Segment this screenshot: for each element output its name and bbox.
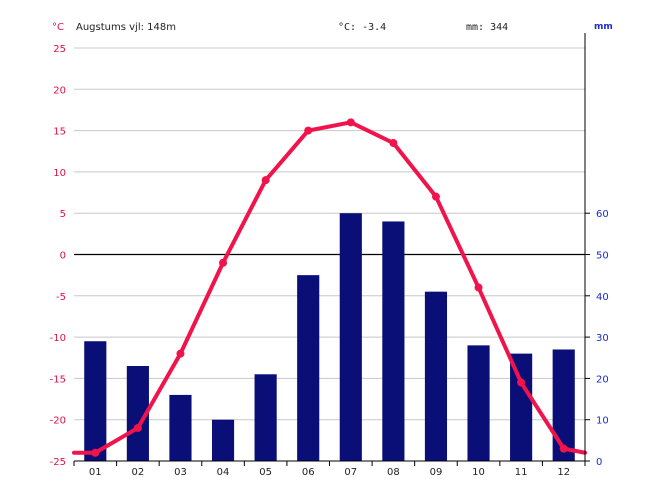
precipitation-bar <box>169 394 192 461</box>
month-label: 05 <box>259 467 272 478</box>
precipitation-tick-label: 60 <box>596 209 609 220</box>
temperature-tick-label: -15 <box>50 374 66 385</box>
temperature-point <box>559 444 568 453</box>
precipitation-bar <box>552 349 575 461</box>
month-label: 09 <box>430 467 443 478</box>
precipitation-bar <box>424 291 448 461</box>
month-label: 06 <box>302 467 315 478</box>
month-label: 01 <box>89 467 102 478</box>
altitude-label: Augstums vjl: 148m <box>76 22 176 33</box>
temperature-point <box>219 258 228 267</box>
month-label: 03 <box>174 467 187 478</box>
temperature-tick-label: -5 <box>56 292 66 303</box>
month-label: 08 <box>387 467 400 478</box>
temperature-tick-label: 25 <box>53 44 66 55</box>
temperature-point <box>517 378 526 387</box>
precipitation-unit-label: mm <box>594 22 613 32</box>
month-label: 04 <box>217 467 230 478</box>
temperature-tick-label: -20 <box>50 416 66 427</box>
temperature-unit-label: °C <box>52 22 64 33</box>
precipitation-tick-label: 10 <box>596 416 609 427</box>
precipitation-bar <box>211 419 235 461</box>
temperature-point <box>346 118 355 127</box>
temperature-tick-label: 5 <box>60 209 66 220</box>
precipitation-bar <box>510 353 533 461</box>
month-label: 11 <box>515 467 528 478</box>
temperature-point <box>176 349 185 358</box>
precipitation-tick-label: 20 <box>596 374 609 385</box>
precipitation-tick-label: 0 <box>596 457 602 468</box>
temperature-tick-label: 0 <box>60 251 66 262</box>
precipitation-bars <box>84 213 575 461</box>
temperature-tick-label: 20 <box>53 85 66 96</box>
precipitation-bar <box>382 221 405 461</box>
grid-lines <box>74 47 585 462</box>
precipitation-tick-label: 30 <box>596 333 609 344</box>
precipitation-bar <box>126 366 149 461</box>
precipitation-bar <box>254 374 277 461</box>
temperature-point <box>389 138 398 147</box>
temperature-point <box>133 423 142 432</box>
temperature-point <box>261 176 270 185</box>
month-label: 07 <box>344 467 357 478</box>
annual-precipitation-label: mm: 344 <box>466 22 509 33</box>
temperature-tick-label: -25 <box>50 457 66 468</box>
precipitation-bar <box>339 213 362 461</box>
temperature-point <box>431 192 440 201</box>
temperature-point <box>474 283 483 292</box>
month-label: 02 <box>132 467 145 478</box>
precipitation-tick-label: 40 <box>596 292 609 303</box>
temperature-series-line <box>72 120 587 455</box>
month-label: 10 <box>472 467 485 478</box>
precipitation-tick-label: 50 <box>596 251 609 262</box>
temperature-line <box>72 118 587 457</box>
temperature-point <box>91 448 100 457</box>
precipitation-bar <box>84 341 107 461</box>
temperature-tick-label: 10 <box>53 168 66 179</box>
precipitation-bar <box>297 275 320 461</box>
temperature-tick-label: -10 <box>50 333 66 344</box>
temperature-point <box>304 126 313 135</box>
month-label: 12 <box>557 467 570 478</box>
average-temperature-label: °C: -3.4 <box>338 22 387 33</box>
precipitation-bar <box>467 345 490 461</box>
temperature-tick-label: 15 <box>53 127 66 138</box>
